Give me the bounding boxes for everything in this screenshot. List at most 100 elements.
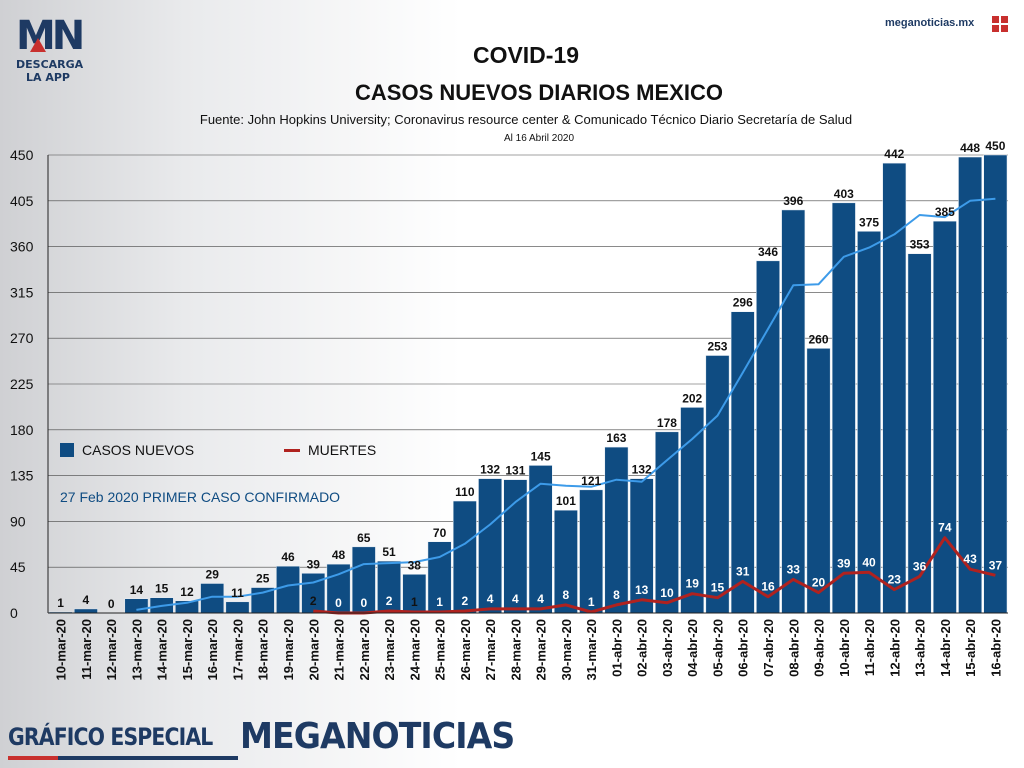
death-label-38-06-abr-20: 31 [736,564,750,578]
deaths-line [313,536,996,615]
death-label-38-10-abr-20: 39 [837,556,851,570]
bar-label-08-abr-20: 396 [783,194,803,208]
x-tick-label-12-mar-20: 12-mar-20 [104,619,119,680]
bar-29-mar-20 [528,465,553,614]
death-label-38-14-abr-20: 74 [938,521,952,535]
site-url[interactable]: meganoticias.mx [885,17,975,29]
download-app-label: DESCARGA LA APP [16,58,84,84]
x-tick-label-12-abr-20: 12-abr-20 [887,619,902,677]
bar-label-15-mar-20: 12 [180,585,194,599]
bar-14-abr-20 [932,220,957,614]
bar-09-abr-20 [806,348,831,614]
y-tick-label-8: 360 [10,239,34,255]
bar-label-03-abr-20: 178 [657,416,677,430]
x-tick-label-04-abr-20: 04-abr-20 [685,619,700,677]
bar-label-10-abr-20: 403 [834,187,854,201]
legend-cases-label: CASOS NUEVOS [82,442,195,458]
death-label-38-03-abr-20: 10 [660,586,674,600]
chart-source: Fuente: John Hopkins University; Coronav… [199,112,853,127]
x-tick-label-17-mar-20: 17-mar-20 [230,619,245,680]
bar-16-abr-20 [983,154,1008,614]
bar-label-16-abr-20: 450 [985,139,1005,153]
x-tick-label-14-abr-20: 14-abr-20 [938,619,953,677]
bar-label-12-abr-20: 442 [884,147,904,161]
death-label-38-11-abr-20: 40 [862,555,876,569]
x-tick-label-18-mar-20: 18-mar-20 [256,619,271,680]
footer-special-label: GRÁFICO ESPECIAL [8,722,213,751]
death-label-38-05-abr-20: 15 [711,581,725,595]
x-tick-label-16-mar-20: 16-mar-20 [205,619,220,680]
x-tick-label-03-abr-20: 03-abr-20 [660,619,675,677]
bar-label-29-mar-20: 145 [531,449,551,463]
death-label-38-20-mar-20: 2 [310,594,317,608]
x-tick-label-06-abr-20: 06-abr-20 [736,619,751,677]
x-tick-label-26-mar-20: 26-mar-20 [458,619,473,680]
y-tick-label-1: 45 [10,559,26,575]
first-case-annotation: 27 Feb 2020 PRIMER CASO CONFIRMADO [60,489,341,505]
bar-label-12-mar-20: 0 [108,597,115,611]
death-label-38-30-mar-20: 8 [563,588,570,602]
bar-label-25-mar-20: 70 [433,526,447,540]
logo-triangle-icon [30,38,46,52]
x-tick-label-16-abr-20: 16-abr-20 [988,619,1003,677]
meganoticias-logo[interactable]: MN DESCARGA LA APP [16,16,86,84]
legend-deaths-swatch [284,448,300,452]
legend-cases-swatch [60,443,74,457]
death-label-38-09-abr-20: 20 [812,576,826,590]
x-tick-label-15-mar-20: 15-mar-20 [180,619,195,680]
bar-label-15-abr-20: 448 [960,141,980,155]
bar-label-06-abr-20: 296 [733,296,753,310]
bar-08-abr-20 [781,209,806,614]
bar-label-18-mar-20: 25 [256,572,270,586]
x-tick-label-19-mar-20: 19-mar-20 [281,619,296,680]
death-label-38-28-mar-20: 4 [512,592,519,606]
death-label-38-13-abr-20: 36 [913,559,927,573]
legend-cases: CASOS NUEVOS [60,442,194,458]
bar-label-11-abr-20: 375 [859,215,879,229]
y-tick-label-3: 135 [10,468,34,484]
death-label-38-01-abr-20: 8 [613,588,620,602]
bar-label-26-mar-20: 110 [455,485,475,499]
x-tick-label-30-mar-20: 30-mar-20 [559,619,574,680]
x-tick-label-10-abr-20: 10-abr-20 [837,619,852,677]
bar-label-05-abr-20: 253 [707,340,727,354]
bar-label-14-mar-20: 15 [155,582,169,596]
bar-label-21-mar-20: 48 [332,548,346,562]
death-label-38-24-mar-20: 1 [411,595,418,609]
bar-label-07-abr-20: 346 [758,245,778,259]
bar-label-09-abr-20: 260 [809,332,829,346]
death-label-38-22-mar-20: 0 [360,596,367,610]
bar-label-22-mar-20: 65 [357,531,371,545]
death-label-38-21-mar-20: 0 [335,596,342,610]
bar-18-mar-20 [250,587,275,614]
chart-title: COVID-19 [472,42,580,68]
death-label-38-15-abr-20: 43 [963,552,977,566]
bar-label-17-mar-20: 11 [231,586,244,600]
bar-label-13-abr-20: 353 [910,238,930,252]
x-tick-label-10-mar-20: 10-mar-20 [54,619,69,680]
bar-label-13-mar-20: 14 [130,583,144,597]
x-tick-label-29-mar-20: 29-mar-20 [534,619,549,680]
footer-branding: GRÁFICO ESPECIAL MEGANOTICIAS [8,716,538,757]
death-label-38-08-abr-20: 33 [787,562,801,576]
legend-deaths-label: MUERTES [308,442,377,458]
y-tick-label-9: 405 [10,193,34,209]
bar-label-11-mar-20: 4 [83,593,90,607]
death-label-38-29-mar-20: 4 [537,592,544,606]
x-tick-label-07-abr-20: 07-abr-20 [761,619,776,677]
bar-label-10-mar-20: 1 [57,596,64,610]
bar-label-31-mar-20: 121 [581,474,601,488]
x-tick-label-14-mar-20: 14-mar-20 [155,619,170,680]
death-label-38-23-mar-20: 2 [386,594,393,608]
death-label-38-07-abr-20: 16 [761,580,775,594]
chart-subtitle: CASOS NUEVOS DIARIOS MEXICO [355,80,723,105]
death-label-38-04-abr-20: 19 [686,577,700,591]
y-tick-label-6: 270 [10,330,34,346]
y-tick-label-7: 315 [10,284,34,300]
bar-19-mar-20 [276,565,300,614]
death-label-38-25-mar-20: 1 [436,595,443,609]
death-label-38-26-mar-20: 2 [461,594,468,608]
menu-grid-icon[interactable] [992,16,1008,32]
bar-13-mar-20 [124,598,149,614]
